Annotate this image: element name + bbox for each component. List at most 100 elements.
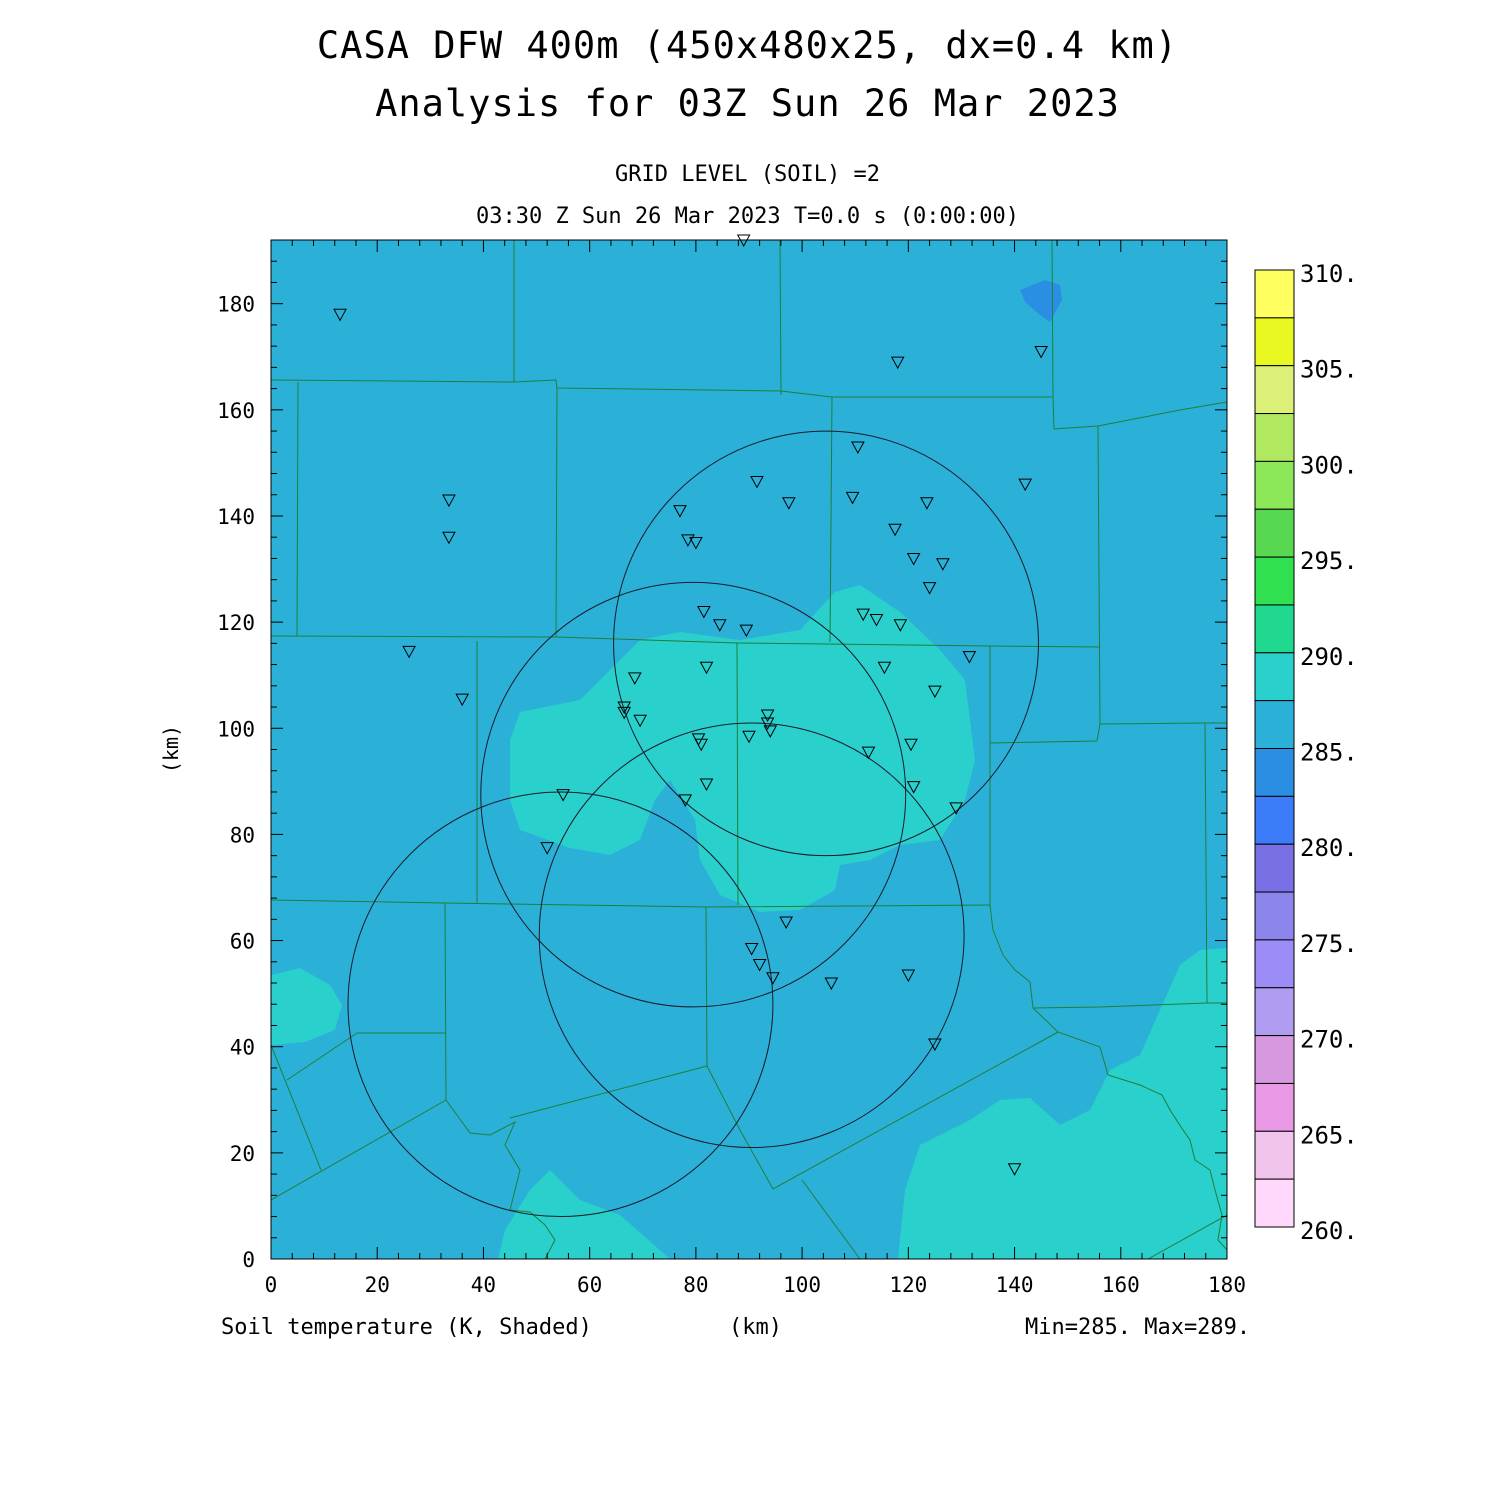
colorbar-label: 300. <box>1300 451 1358 479</box>
colorbar-swatch <box>1254 365 1295 415</box>
y-tick-label: 140 <box>217 505 255 529</box>
station-marker <box>962 651 977 664</box>
warm-regions <box>271 280 1227 1259</box>
boundary-line <box>509 1031 1059 1190</box>
station-marker <box>694 738 709 752</box>
x-tick-label: 160 <box>1102 1273 1140 1297</box>
boundary-line <box>705 906 708 1067</box>
station-marker <box>442 494 456 508</box>
station-marker <box>763 725 778 738</box>
station-marker <box>1018 478 1033 492</box>
station-marker <box>540 842 555 855</box>
colorbar-label: 295. <box>1300 547 1358 575</box>
colorbar-swatch <box>1254 843 1295 893</box>
station-marker <box>699 661 714 675</box>
boundary-line <box>555 387 558 638</box>
station-marker <box>766 972 780 985</box>
boundary-line <box>801 1179 861 1259</box>
station-marker <box>744 943 759 956</box>
station-marker <box>739 624 754 638</box>
colorbar-swatch <box>1254 1035 1295 1084</box>
colorbar-swatch <box>1254 604 1295 654</box>
station-marker <box>678 794 693 807</box>
x-tick-label: 20 <box>365 1273 390 1297</box>
colorbar-swatch <box>1254 413 1295 462</box>
x-axis: 0 20 40 60 80 100 120 140 160 180 <box>265 240 1246 1297</box>
boundary-line <box>271 1099 447 1201</box>
station-marker <box>455 693 470 707</box>
boundary-line <box>296 381 299 637</box>
station-marker <box>936 558 950 571</box>
station-marker <box>890 356 905 370</box>
warm-region-central <box>510 585 975 912</box>
colorbar-swatch <box>1254 652 1295 702</box>
y-tick-label: 40 <box>230 1036 255 1060</box>
station-marker <box>627 672 642 685</box>
boundary-line <box>445 1099 556 1259</box>
x-tick-label: 80 <box>683 1273 708 1297</box>
station-marker <box>673 505 687 518</box>
colorbar-swatch <box>1254 987 1295 1037</box>
y-tick-label: 180 <box>217 293 255 317</box>
warm-region-west <box>271 968 342 1045</box>
colorbar-swatch <box>1254 939 1295 989</box>
boundary-line <box>271 1044 322 1171</box>
station-marker <box>928 685 942 699</box>
station-marker <box>904 738 918 752</box>
y-tick-label: 20 <box>230 1142 255 1166</box>
valid-time-label: 03:30 Z Sun 26 Mar 2023 T=0.0 s (0:00:00… <box>475 204 1020 229</box>
colorbar-label: 310. <box>1300 260 1358 288</box>
county-boundaries <box>271 240 1227 1259</box>
colorbar-label: 260. <box>1300 1217 1358 1245</box>
boundary-line <box>271 899 991 908</box>
variable-label: Soil temperature (K, Shaded) <box>221 1315 592 1340</box>
warm-region-south <box>498 1170 670 1259</box>
station-marker <box>1007 1163 1022 1176</box>
grid-level-label: GRID LEVEL (SOIL) =2 <box>615 162 880 187</box>
station-marker <box>556 789 570 802</box>
x-tick-label: 120 <box>889 1273 927 1297</box>
station-marker <box>617 706 632 720</box>
station-marker <box>699 778 714 792</box>
x-tick-label: 100 <box>783 1273 821 1297</box>
colorbar-swatch <box>1254 269 1295 319</box>
station-marker <box>949 802 963 815</box>
y-tick-label: 100 <box>217 717 255 741</box>
colorbar-label: 305. <box>1300 356 1358 384</box>
boundary-line <box>1097 425 1101 725</box>
colorbar-label: 290. <box>1300 643 1358 671</box>
y-tick-label: 80 <box>230 823 255 847</box>
colorbar-swatch <box>1254 795 1295 845</box>
station-marker <box>689 537 703 550</box>
colorbar-label: 275. <box>1300 930 1358 958</box>
station-marker <box>861 746 876 760</box>
colorbar-label: 265. <box>1300 1121 1358 1149</box>
station-marker <box>633 714 647 728</box>
x-tick-label: 0 <box>265 1273 278 1297</box>
cold-spot <box>1020 280 1062 322</box>
colorbar-label: 270. <box>1300 1026 1358 1054</box>
radar-ring <box>538 722 965 1149</box>
warm-region-southeast <box>898 948 1227 1259</box>
station-marker <box>824 977 839 991</box>
y-tick-label: 60 <box>230 930 255 954</box>
boundary-line <box>829 396 833 643</box>
station-markers <box>333 234 1048 1176</box>
station-marker <box>920 497 934 510</box>
radar-ring <box>613 430 1039 857</box>
station-marker <box>742 730 756 744</box>
boundary-line <box>1051 240 1054 398</box>
colorbar-swatch <box>1254 748 1295 797</box>
colorbar-swatch <box>1254 508 1295 558</box>
colorbar-swatch <box>1254 1130 1295 1180</box>
figure-title: CASA DFW 400m (450x480x25, dx=0.4 km) <box>316 24 1179 67</box>
x-axis-unit-label: (km) <box>729 1315 782 1340</box>
radar-range-rings <box>347 430 1039 1218</box>
x-tick-label: 140 <box>996 1273 1034 1297</box>
colorbar-swatch <box>1254 891 1295 941</box>
boundary-line <box>286 1032 446 1081</box>
station-marker <box>752 958 767 972</box>
colorbar-swatch <box>1254 1082 1295 1132</box>
station-marker <box>781 497 796 510</box>
station-marker <box>928 1038 942 1052</box>
